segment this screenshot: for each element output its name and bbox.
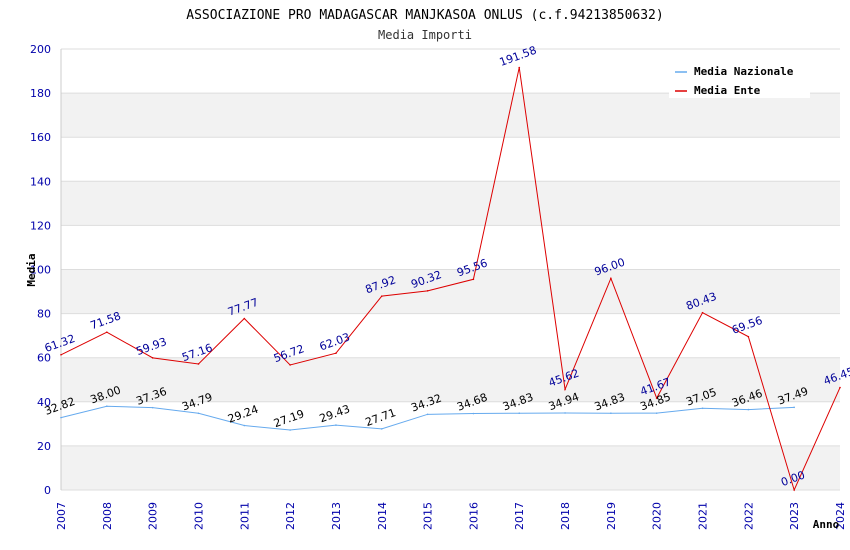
y-tick-label: 40 — [37, 396, 51, 409]
x-tick-label: 2020 — [651, 502, 664, 530]
legend-label-media-ente: Media Ente — [694, 84, 761, 97]
band-160 — [61, 93, 840, 138]
data-point — [793, 406, 795, 409]
data-point — [380, 295, 383, 297]
y-tick-label: 0 — [44, 484, 51, 497]
x-tick-label: 2012 — [284, 502, 297, 530]
x-tick-label: 2018 — [559, 502, 572, 530]
x-tick-label: 2014 — [376, 502, 389, 530]
y-tick-label: 80 — [37, 308, 51, 321]
data-point — [426, 413, 429, 416]
plot-background — [61, 49, 840, 490]
gridlines — [61, 48, 840, 491]
x-tick-label: 2010 — [192, 502, 205, 530]
y-tick-label: 120 — [30, 219, 51, 232]
data-point — [60, 353, 62, 356]
y-tick-label: 160 — [30, 131, 51, 144]
data-point — [426, 290, 429, 292]
data-point — [289, 429, 291, 431]
data-point — [106, 405, 108, 408]
x-tick-label: 2017 — [513, 502, 526, 530]
band-60 — [61, 313, 840, 358]
x-tick-label: 2023 — [788, 502, 801, 530]
x-tick-label: 2013 — [330, 502, 343, 530]
data-point — [655, 397, 658, 399]
band-20 — [61, 401, 840, 446]
data-point — [518, 66, 521, 69]
data-point — [701, 407, 704, 410]
legend: Media Nazionale Media Ente — [669, 60, 810, 98]
data-point — [151, 406, 154, 409]
band-100 — [61, 225, 840, 270]
data-point — [839, 386, 841, 389]
data-point — [564, 412, 566, 414]
series-line-media-ente — [60, 67, 841, 492]
band-0 — [61, 445, 840, 490]
data-point — [106, 331, 108, 333]
y-tick-label: 200 — [30, 43, 51, 56]
y-tick-label: 60 — [37, 352, 51, 365]
data-point — [610, 412, 612, 414]
legend-label-media-nazionale: Media Nazionale — [694, 65, 794, 78]
data-point — [380, 428, 383, 430]
y-tick-label: 180 — [30, 87, 51, 100]
x-tick-label: 2008 — [101, 502, 114, 530]
data-point — [243, 424, 246, 427]
x-tick-label: 2009 — [147, 502, 160, 530]
x-axis: 2007 2008 2009 2010 2011 2012 2013 2014 2015 2016… — [55, 502, 847, 530]
data-point — [472, 278, 475, 281]
band-80 — [61, 269, 840, 314]
data-point — [472, 412, 475, 415]
data-point — [197, 412, 200, 415]
y-axis: 0 20 40 60 80 100 120 140 160 180 200 — [30, 43, 62, 497]
data-point — [655, 412, 658, 414]
data-point — [747, 335, 750, 338]
chart-subtitle: Media Importi — [378, 28, 472, 42]
x-tick-label: 2011 — [238, 502, 251, 530]
x-tick-label: 2016 — [467, 502, 480, 530]
data-point — [60, 416, 62, 419]
data-point — [701, 311, 704, 314]
y-tick-label: 100 — [30, 264, 51, 277]
y-axis-label: Media — [25, 253, 38, 286]
band-140 — [61, 137, 840, 182]
data-point — [197, 363, 200, 365]
data-point — [335, 424, 337, 426]
data-point — [518, 412, 521, 414]
data-point — [793, 489, 795, 491]
band-40 — [61, 357, 840, 402]
x-tick-label: 2024 — [834, 502, 847, 530]
x-axis-label: Anno — [813, 518, 840, 531]
x-tick-label: 2007 — [55, 502, 68, 530]
x-tick-label: 2015 — [422, 502, 435, 530]
x-tick-label: 2022 — [742, 502, 755, 530]
band-120 — [61, 181, 840, 226]
y-tick-label: 140 — [30, 175, 51, 188]
data-point — [747, 408, 750, 411]
data-point — [243, 317, 246, 320]
data-point — [564, 388, 566, 391]
legend-box — [669, 60, 810, 98]
series-lines — [60, 66, 841, 492]
data-point — [151, 357, 154, 359]
x-tick-label: 2021 — [697, 502, 710, 530]
y-tick-label: 20 — [37, 440, 51, 453]
x-tick-label: 2019 — [605, 502, 618, 530]
data-point — [335, 352, 337, 355]
data-point — [289, 364, 291, 366]
data-point — [610, 277, 612, 280]
chart-title: ASSOCIAZIONE PRO MADAGASCAR MANJKASOA ON… — [186, 8, 663, 23]
